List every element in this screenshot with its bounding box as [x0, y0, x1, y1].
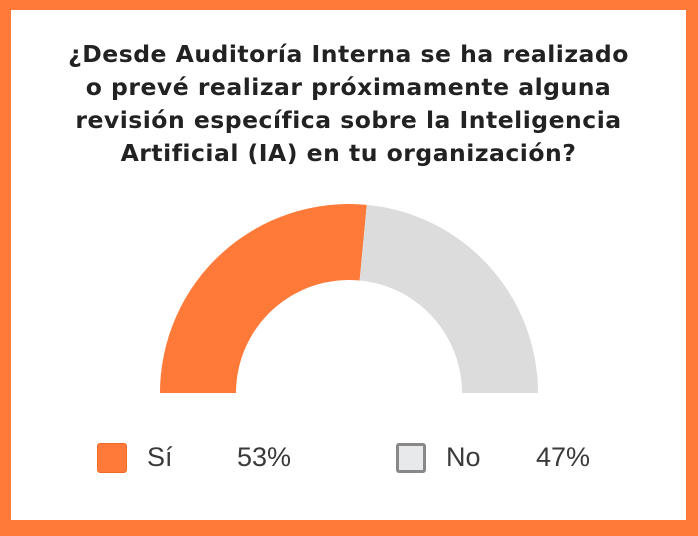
legend-item-si: Sí 53%	[97, 442, 317, 476]
legend-value-si: 53%	[237, 442, 292, 472]
legend-label-no: No	[446, 442, 481, 472]
legend-value-no: 47%	[536, 442, 591, 472]
slice-no	[359, 204, 538, 393]
half-donut-chart	[160, 204, 538, 393]
chart-title: ¿Desde Auditoría Interna se ha realizado…	[11, 38, 686, 170]
slice-si	[160, 204, 367, 393]
title-line: revisión específica sobre la Inteligenci…	[75, 106, 622, 134]
chart-card: ¿Desde Auditoría Interna se ha realizado…	[11, 10, 686, 520]
title-line: Artificial (IA) en tu organización?	[120, 139, 577, 167]
legend-item-no: No 47%	[396, 442, 616, 476]
legend-swatch-no	[396, 443, 426, 473]
legend-swatch-si	[97, 443, 127, 473]
title-line: o prevé realizar próximamente alguna	[85, 73, 612, 101]
title-line: ¿Desde Auditoría Interna se ha realizado	[68, 40, 629, 68]
legend-label-si: Sí	[147, 442, 173, 472]
